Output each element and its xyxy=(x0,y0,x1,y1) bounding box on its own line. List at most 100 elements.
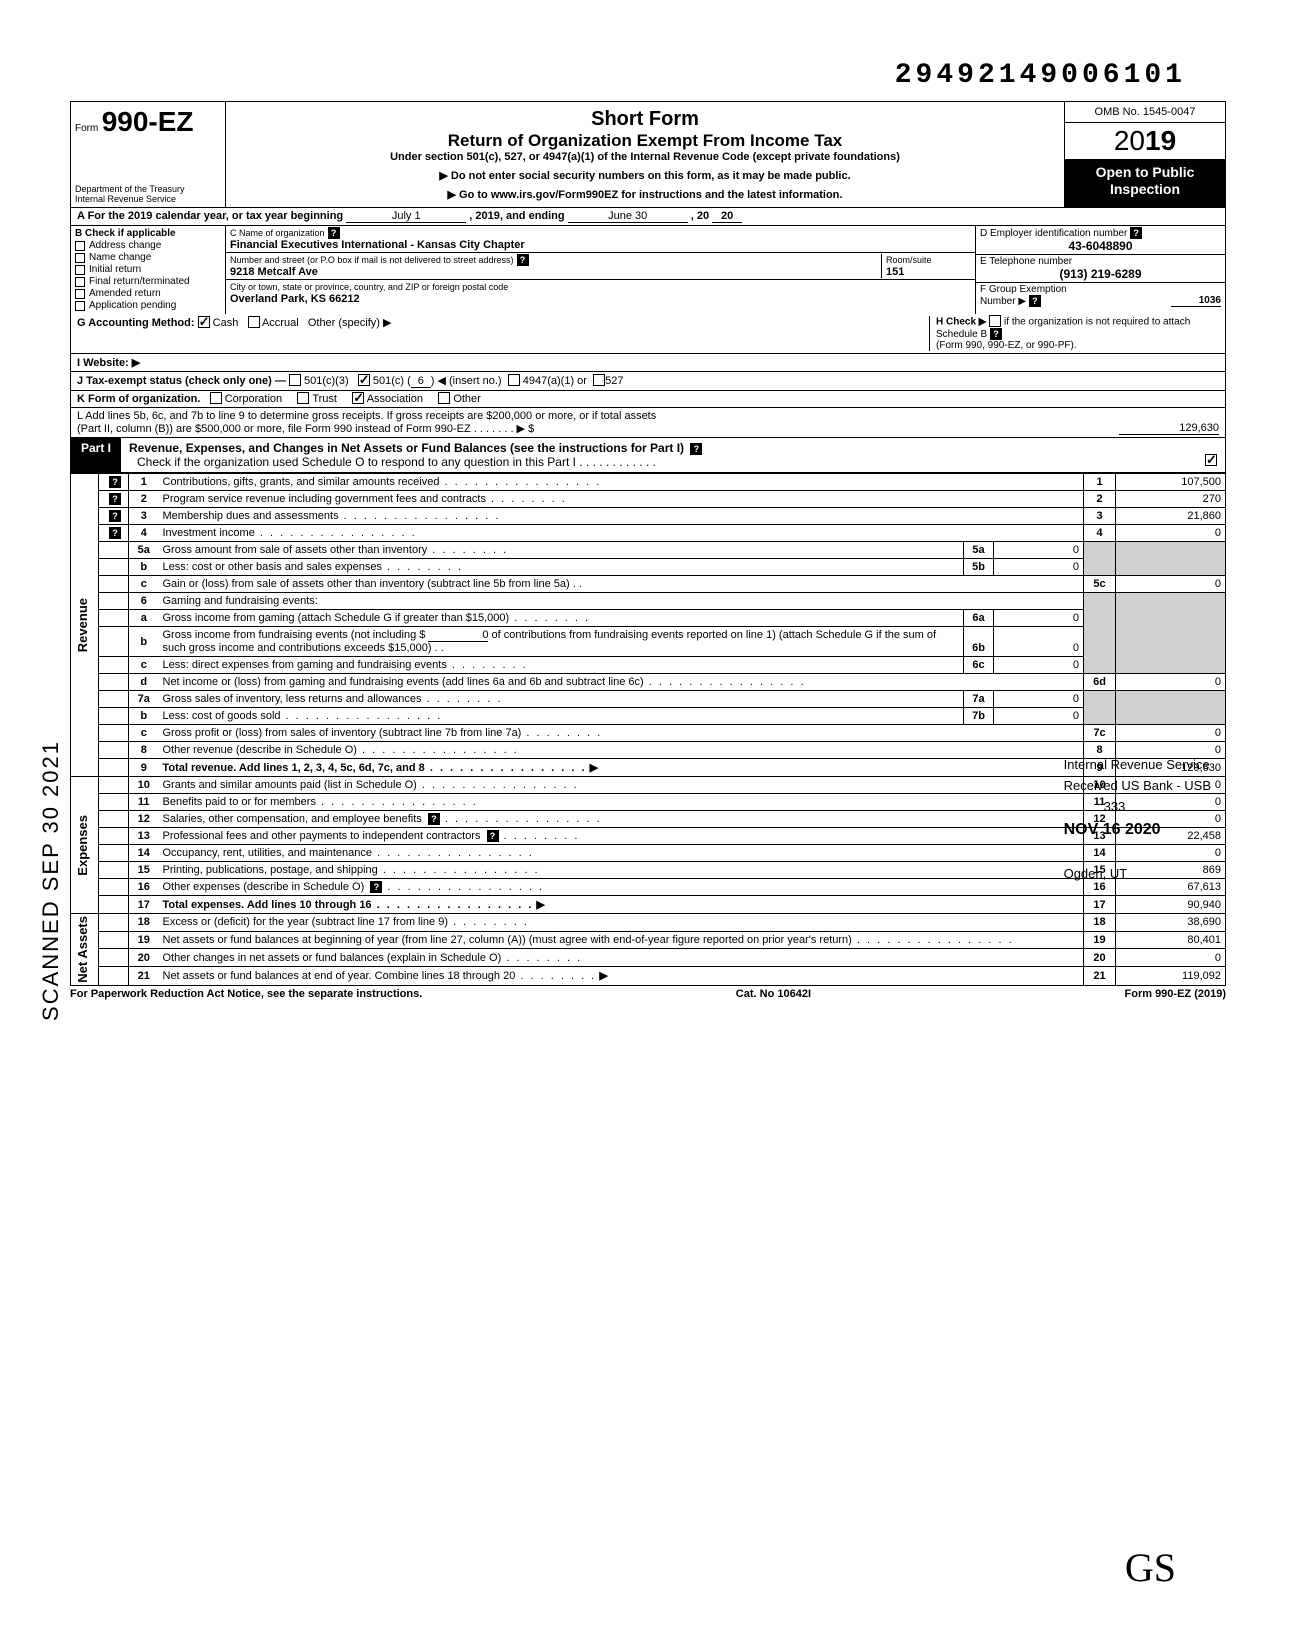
lbl-insert: ) ◀ (insert no.) xyxy=(431,375,502,387)
form-number: 990-EZ xyxy=(102,106,194,137)
line-19-num: 19 xyxy=(129,931,159,949)
line-14-num: 14 xyxy=(129,845,159,862)
line-7b-innerbox: 7b xyxy=(964,708,994,725)
help-icon: ? xyxy=(109,510,121,522)
irs-received-stamp: Internal Revenue Service Received US Ban… xyxy=(1064,755,1211,885)
expenses-label: Expenses xyxy=(75,815,90,876)
help-icon: ? xyxy=(990,328,1002,340)
cb-501c3[interactable] xyxy=(289,374,301,386)
group-exempt-value: 1036 xyxy=(1171,295,1221,307)
line-13-num: 13 xyxy=(129,828,159,845)
cb-name-change[interactable] xyxy=(75,253,85,263)
lbl-501c3: 501(c)(3) xyxy=(304,375,349,387)
line-6d-desc: Net income or (loss) from gaming and fun… xyxy=(163,676,644,688)
line-5a-innerbox: 5a xyxy=(964,542,994,559)
help-icon: ? xyxy=(1130,227,1142,239)
help-icon: ? xyxy=(370,881,382,893)
cb-association[interactable] xyxy=(352,392,364,404)
line-6c-innerval: 0 xyxy=(994,657,1084,674)
row-l-line2: (Part II, column (B)) are $500,000 or mo… xyxy=(77,423,534,435)
cb-other-org[interactable] xyxy=(438,392,450,404)
line-5a-num: 5a xyxy=(129,542,159,559)
help-icon: ? xyxy=(109,493,121,505)
cb-initial-return[interactable] xyxy=(75,265,85,275)
line-6-desc: Gaming and fundraising events: xyxy=(159,593,1084,610)
line-15-desc: Printing, publications, postage, and shi… xyxy=(163,864,378,876)
line-4-val: 0 xyxy=(1116,525,1226,542)
line-7b-innerval: 0 xyxy=(994,708,1084,725)
cb-amended[interactable] xyxy=(75,289,85,299)
cb-application-pending[interactable] xyxy=(75,301,85,311)
row-k-label: K Form of organization. xyxy=(77,393,200,405)
line-3-desc: Membership dues and assessments xyxy=(163,510,339,522)
line-5c-val: 0 xyxy=(1116,576,1226,593)
signature: GS xyxy=(1125,1544,1176,1591)
line-4-box: 4 xyxy=(1084,525,1116,542)
help-icon: ? xyxy=(428,813,440,825)
line-6-num: 6 xyxy=(129,593,159,610)
line-6b-desc: Gross income from fundraising events (no… xyxy=(163,629,426,641)
line-1-num: 1 xyxy=(129,474,159,491)
line-20-desc: Other changes in net assets or fund bala… xyxy=(163,952,502,964)
lbl-other-method: Other (specify) ▶ xyxy=(308,317,392,329)
line-17-num: 17 xyxy=(129,896,159,914)
scanned-stamp: SCANNED SEP 30 2021 xyxy=(38,740,64,1021)
cb-trust[interactable] xyxy=(297,392,309,404)
year-end: June 30 xyxy=(568,210,688,223)
cb-schedule-o[interactable] xyxy=(1205,454,1217,466)
gross-receipts: 129,630 xyxy=(1119,422,1219,435)
cb-4947[interactable] xyxy=(508,374,520,386)
cb-final-return[interactable] xyxy=(75,277,85,287)
line-16-num: 16 xyxy=(129,879,159,896)
room-label: Room/suite xyxy=(886,255,932,265)
footer-left: For Paperwork Reduction Act Notice, see … xyxy=(70,988,422,1000)
city-label: City or town, state or province, country… xyxy=(230,282,508,292)
help-icon: ? xyxy=(517,254,529,266)
line-16-desc: Other expenses (describe in Schedule O) xyxy=(163,881,365,893)
cb-address-change[interactable] xyxy=(75,241,85,251)
insert-no: 6 xyxy=(411,375,431,388)
line-5b-desc: Less: cost or other basis and sales expe… xyxy=(163,561,383,573)
line-4-desc: Investment income xyxy=(163,527,255,539)
line-5b-num: b xyxy=(129,559,159,576)
row-i-label: I Website: ▶ xyxy=(77,357,140,369)
line-10-num: 10 xyxy=(129,777,159,794)
cb-accrual[interactable] xyxy=(248,316,260,328)
line-5c-box: 5c xyxy=(1084,576,1116,593)
cb-schedule-b[interactable] xyxy=(989,315,1001,327)
line-12-num: 12 xyxy=(129,811,159,828)
line-21-desc: Net assets or fund balances at end of ye… xyxy=(163,970,516,982)
phone-label: E Telephone number xyxy=(980,256,1072,267)
line-7b-desc: Less: cost of goods sold xyxy=(163,710,281,722)
lbl-accrual: Accrual xyxy=(262,317,299,329)
cb-501c[interactable] xyxy=(358,374,370,386)
title-note2: ▶ Go to www.irs.gov/Form990EZ for instru… xyxy=(236,188,1054,201)
line-3-val: 21,860 xyxy=(1116,508,1226,525)
page-footer: For Paperwork Reduction Act Notice, see … xyxy=(70,988,1226,1000)
room-suite: 151 xyxy=(886,266,904,278)
name-label: C Name of organization xyxy=(230,228,325,238)
line-19-desc: Net assets or fund balances at beginning… xyxy=(163,934,852,946)
row-g-label: G Accounting Method: xyxy=(77,317,195,329)
line-2-num: 2 xyxy=(129,491,159,508)
line-7a-num: 7a xyxy=(129,691,159,708)
cb-cash[interactable] xyxy=(198,316,210,328)
help-icon: ? xyxy=(109,527,121,539)
org-name: Financial Executives International - Kan… xyxy=(230,239,525,251)
line-18-box: 18 xyxy=(1084,914,1116,932)
row-h-text2: (Form 990, 990-EZ, or 990-PF). xyxy=(936,340,1077,351)
line-18-val: 38,690 xyxy=(1116,914,1226,932)
line-5b-innerval: 0 xyxy=(994,559,1084,576)
help-icon: ? xyxy=(328,227,340,239)
line-6b-innerval: 0 xyxy=(994,627,1084,657)
line-5a-desc: Gross amount from sale of assets other t… xyxy=(163,544,428,556)
cb-corporation[interactable] xyxy=(210,392,222,404)
line-2-desc: Program service revenue including govern… xyxy=(163,493,486,505)
lbl-address-change: Address change xyxy=(89,240,161,251)
part-1-table: Revenue ? 1 Contributions, gifts, grants… xyxy=(70,473,1226,986)
help-icon: ? xyxy=(690,443,702,455)
line-21-num: 21 xyxy=(129,967,159,986)
cb-527[interactable] xyxy=(593,374,605,386)
help-icon: ? xyxy=(487,830,499,842)
net-assets-label: Net Assets xyxy=(75,916,90,983)
